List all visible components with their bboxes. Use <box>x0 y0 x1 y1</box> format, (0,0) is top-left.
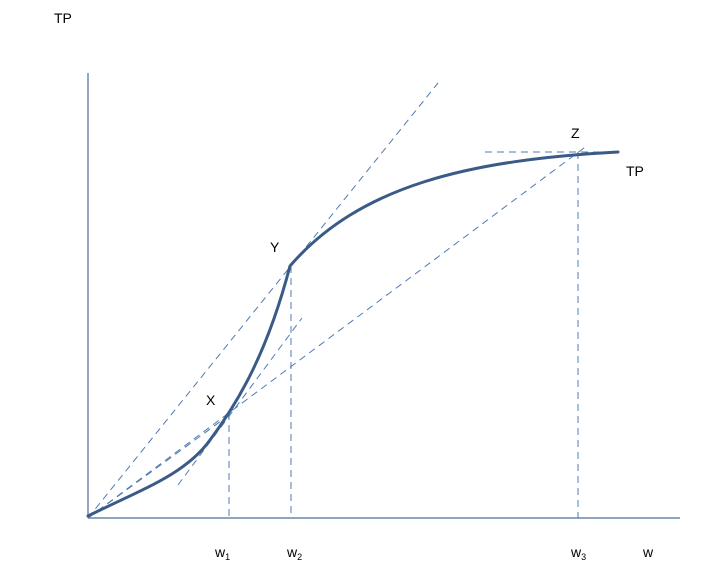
tangent-at-x <box>177 317 303 486</box>
tick-w3-base: w <box>570 544 582 560</box>
tick-w3: w3 <box>570 544 586 562</box>
y-axis-label: TP <box>54 10 72 26</box>
point-y-label: Y <box>270 239 280 255</box>
guide-lines <box>87 82 618 519</box>
x-axis-label: w <box>642 544 654 560</box>
tick-w2-sub: 2 <box>297 552 302 562</box>
tick-w1: w1 <box>214 544 230 562</box>
axes <box>87 73 680 519</box>
tp-curve <box>86 150 620 518</box>
tick-w1-base: w <box>214 544 226 560</box>
tick-w1-sub: 1 <box>225 552 230 562</box>
tick-w2-base: w <box>286 544 298 560</box>
point-x-label: X <box>206 392 216 408</box>
curve-label: TP <box>626 163 644 179</box>
tick-w3-sub: 3 <box>581 552 586 562</box>
ray-through-z <box>87 144 589 519</box>
ray-through-y <box>87 82 439 519</box>
point-z-label: Z <box>571 125 580 141</box>
drop-lines <box>228 152 579 518</box>
tick-w2: w2 <box>286 544 302 562</box>
